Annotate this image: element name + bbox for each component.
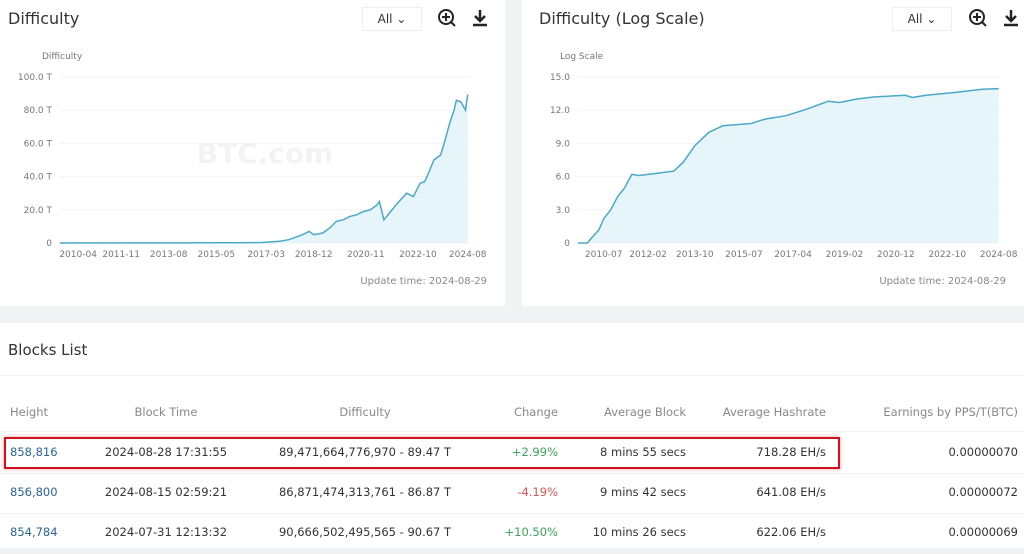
blocks-list-title: Blocks List: [8, 341, 87, 359]
x-tick-label: 2018-12: [295, 250, 333, 260]
divider: [0, 375, 1024, 376]
y-tick-label: 3.0: [556, 206, 571, 216]
x-tick-label: 2012-02: [629, 250, 667, 260]
average-block-time: 10 mins 26 secs: [593, 525, 686, 539]
y-tick-label: 40.0 T: [24, 173, 53, 183]
earnings-pps: 0.00000072: [948, 485, 1018, 499]
x-tick-label: 2011-11: [102, 250, 140, 260]
x-tick-label: 2020-11: [347, 250, 385, 260]
x-tick-label: 2010-04: [59, 250, 97, 260]
x-tick-label: 2024-08: [449, 250, 487, 260]
x-tick-label: 2019-02: [826, 250, 864, 260]
x-tick-label: 2022-10: [928, 250, 966, 260]
x-tick-label: 2015-07: [725, 250, 763, 260]
x-tick-label: 2010-07: [585, 250, 623, 260]
x-tick-label: 2013-08: [150, 250, 188, 260]
update-time: Update time: 2024-08-29: [360, 276, 487, 287]
y-tick-label: 60.0 T: [24, 139, 53, 149]
y-tick-label: 20.0 T: [24, 206, 53, 216]
change-value: -4.19%: [517, 485, 558, 499]
x-tick-label: 2022-10: [399, 250, 437, 260]
column-header: Average Block: [604, 405, 686, 419]
divider: [0, 431, 1024, 432]
x-tick-label: 2017-04: [774, 250, 812, 260]
column-header: Average Hashrate: [723, 405, 826, 419]
series-area: [578, 89, 999, 243]
change-value: +10.50%: [505, 525, 559, 539]
x-tick-label: 2017-03: [247, 250, 285, 260]
log-difficulty-chart-card: Difficulty (Log Scale) All ⌄ Log ScaleBT…: [522, 0, 1024, 306]
difficulty-value: 90,666,502,495,565 - 90.67 T: [215, 525, 515, 539]
average-hashrate: 641.08 EH/s: [756, 485, 826, 499]
y-axis-label: Log Scale: [560, 52, 604, 62]
average-block-time: 9 mins 42 secs: [600, 485, 686, 499]
column-header: Difficulty: [215, 405, 515, 419]
earnings-pps: 0.00000069: [948, 525, 1018, 539]
y-tick-label: 15.0: [550, 73, 570, 83]
log-difficulty-chart: Log ScaleBTC.com03.06.09.012.015.02010-0…: [522, 0, 1024, 270]
difficulty-chart: Difficulty BTC.com 0 20.0 T 40.0 T 60.0 T 80.0…: [0, 0, 505, 270]
watermark: BTC.com: [197, 137, 334, 170]
y-tick-label: 80.0 T: [24, 106, 53, 116]
y-tick-label: 0: [564, 239, 570, 249]
column-header: Change: [514, 405, 558, 419]
x-tick-label: 2020-12: [877, 250, 915, 260]
row-divider: [0, 513, 1024, 514]
column-header: Earnings by PPS/T(BTC): [883, 405, 1018, 419]
average-hashrate: 622.06 EH/s: [756, 525, 826, 539]
x-tick-label: 2015-05: [197, 250, 235, 260]
x-tick-label: 2013-10: [676, 250, 714, 260]
highlight-box: [4, 437, 840, 469]
difficulty-value: 86,871,474,313,761 - 86.87 T: [215, 485, 515, 499]
y-tick-label: 0: [46, 239, 52, 249]
y-axis-label: Difficulty: [42, 52, 83, 62]
x-tick-label: 2024-08: [980, 250, 1018, 260]
y-tick-label: 6.0: [556, 173, 571, 183]
update-time: Update time: 2024-08-29: [879, 276, 1006, 287]
y-tick-label: 12.0: [550, 106, 570, 116]
y-tick-label: 9.0: [556, 139, 571, 149]
y-tick-label: 100.0 T: [18, 73, 53, 83]
row-divider: [0, 473, 1024, 474]
earnings-pps: 0.00000070: [948, 445, 1018, 459]
